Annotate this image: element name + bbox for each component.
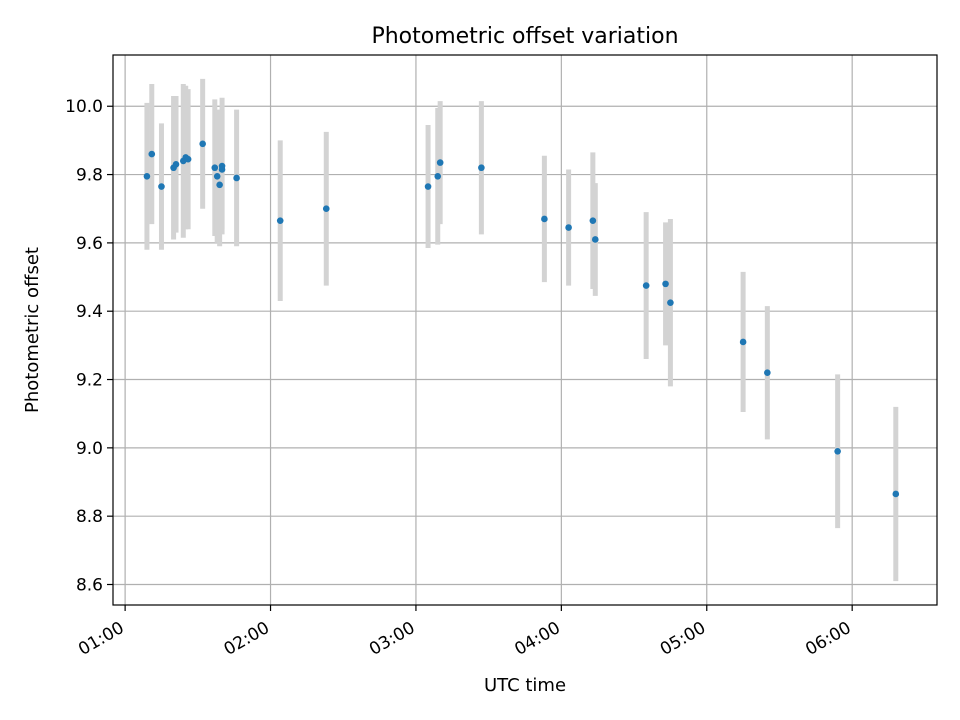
data-point xyxy=(565,224,572,231)
data-point xyxy=(148,150,156,158)
data-point xyxy=(158,183,165,190)
y-tick-label: 9.4 xyxy=(76,302,103,322)
data-point xyxy=(322,205,330,213)
data-point xyxy=(436,159,444,166)
y-tick-label: 10.0 xyxy=(65,97,103,117)
plot-frame xyxy=(112,54,938,606)
data-point xyxy=(667,299,674,306)
data-point xyxy=(233,174,240,182)
data-point xyxy=(662,280,669,288)
data-points xyxy=(143,140,900,498)
data-point xyxy=(199,140,206,148)
data-point xyxy=(218,166,226,173)
data-point xyxy=(143,172,151,180)
y-tick-label: 9.2 xyxy=(76,371,103,391)
y-axis-label: Photometric offset xyxy=(22,247,43,413)
data-point xyxy=(541,215,548,223)
grid xyxy=(113,55,937,605)
data-point xyxy=(434,172,442,180)
y-axis-ticks: 8.6 8.8 9.0 9.2 9.4 9.6 9.8 10.0 xyxy=(65,97,113,596)
data-point xyxy=(589,217,597,224)
chart-title: Photometric offset variation xyxy=(371,24,678,49)
data-point xyxy=(834,447,841,455)
data-point xyxy=(764,369,771,377)
data-point xyxy=(211,164,219,172)
x-axis-label: UTC time xyxy=(484,675,566,696)
data-point xyxy=(642,282,650,289)
data-point xyxy=(478,164,485,172)
data-point xyxy=(216,181,223,189)
data-point xyxy=(892,490,900,498)
data-point xyxy=(739,338,747,346)
data-point xyxy=(591,236,599,243)
data-point xyxy=(184,155,192,163)
y-tick-label: 8.6 xyxy=(76,576,103,596)
data-point xyxy=(424,183,432,190)
data-point xyxy=(276,217,284,224)
y-tick-label: 9.8 xyxy=(76,166,103,186)
y-tick-label: 9.6 xyxy=(76,234,103,254)
data-point xyxy=(213,172,221,180)
y-tick-label: 9.0 xyxy=(76,439,103,459)
y-tick-label: 8.8 xyxy=(76,507,103,527)
data-point xyxy=(172,161,180,168)
